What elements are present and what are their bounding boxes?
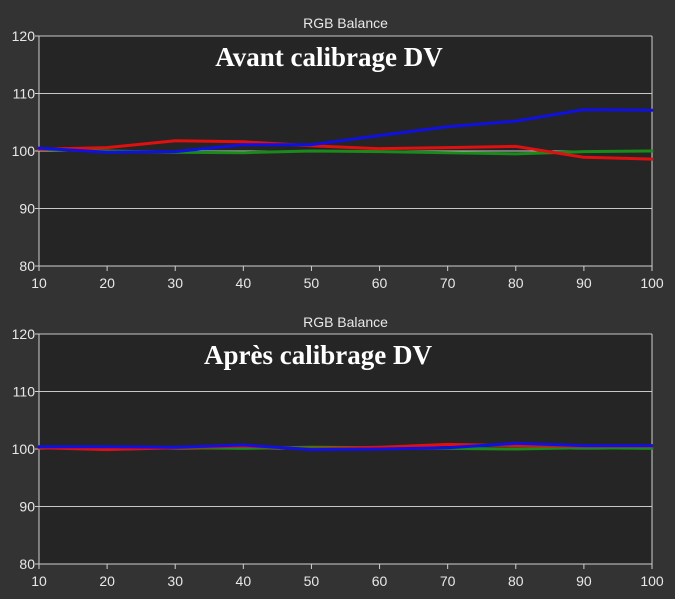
y-tick-label: 100 — [12, 143, 36, 159]
series-line-2 — [37, 139, 654, 161]
x-tick-label: 10 — [31, 275, 47, 291]
x-tick-label: 80 — [508, 275, 524, 291]
x-tick-label: 60 — [372, 275, 388, 291]
x-tick-label: 20 — [99, 573, 115, 589]
overlay-annotation: Après calibrage DV — [204, 340, 432, 370]
x-tick-label: 100 — [640, 275, 664, 291]
x-tick-label: 20 — [99, 275, 115, 291]
y-tick-label: 80 — [19, 258, 35, 274]
x-tick-label: 60 — [372, 573, 388, 589]
x-tick-label: 30 — [167, 573, 183, 589]
y-tick-label: 120 — [12, 28, 36, 44]
x-tick-label: 70 — [440, 275, 456, 291]
x-tick-label: 70 — [440, 573, 456, 589]
y-tick-label: 110 — [13, 86, 36, 102]
x-tick-label: 90 — [576, 275, 592, 291]
chart-title: RGB Balance — [303, 314, 388, 330]
y-tick-label: 120 — [12, 326, 36, 342]
chart-title: RGB Balance — [303, 15, 388, 31]
chart-panel-1: 10 20 30 40 50 60 70 80 90 100 80 90 100 110 120 RGB Ba… — [12, 15, 664, 291]
series-line-3 — [37, 108, 654, 154]
y-tick-label: 100 — [12, 441, 36, 457]
y-tick-label: 80 — [19, 556, 35, 572]
x-tick-label: 30 — [167, 275, 183, 291]
x-tick-label: 50 — [304, 573, 320, 589]
x-tick-label: 100 — [640, 573, 664, 589]
x-tick-label: 90 — [576, 573, 592, 589]
x-tick-label: 40 — [236, 573, 252, 589]
x-tick-label: 50 — [304, 275, 320, 291]
x-tick-label: 80 — [508, 573, 524, 589]
chart-panel-2: 10 20 30 40 50 60 70 80 90 100 80 90 100 110 120 RGB Ba… — [12, 314, 664, 589]
x-tick-label: 40 — [236, 275, 252, 291]
x-tick-label: 10 — [31, 573, 47, 589]
overlay-annotation: Avant calibrage DV — [215, 42, 443, 72]
y-tick-label: 90 — [19, 499, 35, 515]
series-line-3 — [37, 441, 654, 452]
y-tick-label: 110 — [13, 384, 36, 400]
y-tick-label: 90 — [19, 201, 35, 217]
